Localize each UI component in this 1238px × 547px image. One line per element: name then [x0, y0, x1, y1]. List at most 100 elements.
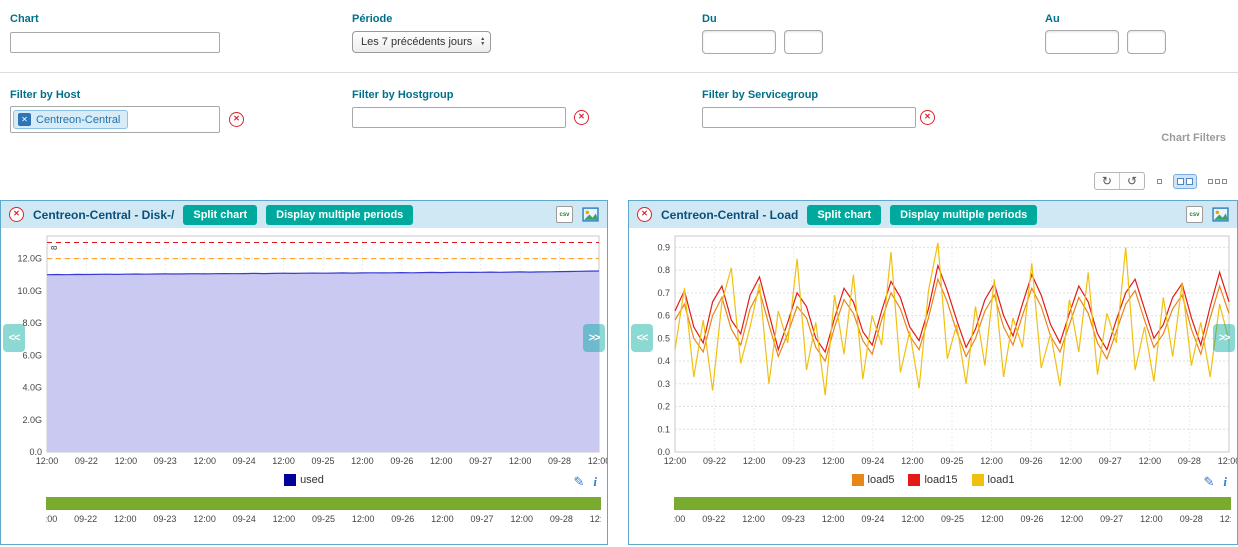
svg-text:0.3: 0.3 — [657, 379, 670, 389]
export-csv-button[interactable]: csv — [1186, 206, 1203, 223]
legend-label: load5 — [867, 474, 895, 486]
host-filter-input[interactable]: ✕ Centreon-Central — [10, 106, 220, 133]
export-image-button[interactable] — [582, 206, 599, 223]
layout-one-column-button[interactable] — [1154, 176, 1165, 187]
svg-text:09-23: 09-23 — [154, 456, 177, 466]
host-tag: ✕ Centreon-Central — [13, 110, 129, 129]
timeline-tick: 09-22 — [74, 514, 98, 524]
legend-swatch — [908, 474, 921, 486]
hostgroup-filter-input[interactable] — [352, 107, 566, 128]
clear-hostgroup-filter-button[interactable]: ✕ — [574, 110, 589, 125]
export-image-button[interactable] — [1212, 206, 1229, 223]
legend-item[interactable]: used — [284, 474, 324, 486]
timeline-tick: 09-28 — [1179, 514, 1203, 524]
remove-host-tag-icon[interactable]: ✕ — [18, 113, 31, 126]
chart-next-period-button[interactable]: >> — [583, 324, 605, 352]
svg-text:8: 8 — [50, 245, 59, 250]
svg-text:0.7: 0.7 — [657, 288, 670, 298]
chart-info-icon[interactable]: i — [593, 474, 597, 489]
timeline-tick: 12:00 — [901, 514, 924, 524]
disk-chart-panel: ✕ Centreon-Central - Disk-/ Split chart … — [0, 200, 610, 545]
svg-text:09-24: 09-24 — [233, 456, 256, 466]
servicegroup-filter-input[interactable] — [702, 107, 916, 128]
svg-text:12.0G: 12.0G — [17, 254, 42, 264]
svg-text:0.1: 0.1 — [657, 424, 670, 434]
edit-chart-icon[interactable]: ✎ — [1203, 474, 1215, 489]
chart-action-icons: ✎ i — [573, 474, 597, 490]
time-range-selector-bar[interactable] — [46, 497, 601, 510]
svg-text:12:00: 12:00 — [1059, 456, 1082, 466]
svg-text:09-28: 09-28 — [548, 456, 571, 466]
display-multiple-periods-button[interactable]: Display multiple periods — [890, 204, 1038, 225]
timeline-tick: 12:00 — [1219, 514, 1231, 524]
timeline-tick: 09-23 — [153, 514, 177, 524]
svg-text:12:00: 12:00 — [272, 456, 295, 466]
timeline-tick: 12:00 — [1140, 514, 1163, 524]
svg-text:0.0: 0.0 — [29, 447, 42, 457]
timeline-tick: 12:00 — [272, 514, 296, 524]
clear-servicegroup-filter-button[interactable]: ✕ — [920, 110, 935, 125]
timeline-tick: 09-23 — [781, 514, 805, 524]
timeline-tick: 12:00 — [510, 514, 533, 524]
chart-prev-period-button[interactable]: << — [3, 324, 25, 352]
close-chart-button[interactable]: ✕ — [9, 207, 24, 222]
disk-usage-chart[interactable]: << >> 0.0 2.0G 4.0G 6.0G 8.0G 10.0G 12.0G 12:00… — [1, 228, 610, 468]
time-range-selector-bar[interactable] — [674, 497, 1231, 510]
svg-text:12:00: 12:00 — [664, 456, 687, 466]
legend-item[interactable]: load15 — [908, 474, 958, 486]
export-csv-button[interactable]: csv — [556, 206, 573, 223]
du-time-input[interactable] — [784, 30, 823, 54]
auto-refresh-icon[interactable]: ↺ — [1118, 173, 1144, 189]
au-time-input[interactable] — [1127, 30, 1166, 54]
svg-text:10.0G: 10.0G — [17, 286, 42, 296]
timeline-tick: 09-26 — [1020, 514, 1044, 524]
split-chart-button[interactable]: Split chart — [807, 204, 882, 225]
chart-legend: load5 load15 load1 ✎ i — [629, 468, 1237, 492]
clear-host-filter-button[interactable]: ✕ — [229, 112, 244, 127]
chart-info-icon[interactable]: i — [1223, 474, 1227, 489]
filter-by-host-label: Filter by Host — [10, 89, 81, 101]
layout-two-columns-button[interactable] — [1173, 173, 1197, 189]
svg-text:09-22: 09-22 — [75, 456, 98, 466]
periode-label: Période — [352, 13, 393, 25]
svg-text:6.0G: 6.0G — [22, 350, 42, 360]
timeline-tick: 12:00 — [114, 514, 137, 524]
svg-text:12:00: 12:00 — [980, 456, 1003, 466]
timeline-tick: 12:00 — [1060, 514, 1084, 524]
split-chart-button[interactable]: Split chart — [183, 204, 258, 225]
chart-filter-label: Chart — [10, 13, 39, 25]
svg-text:0.8: 0.8 — [657, 265, 670, 275]
refresh-controls: ↻ ↺ — [1093, 172, 1145, 190]
timeline-tick: 09-24 — [232, 514, 256, 524]
chart-legend: used ✎ i — [1, 468, 607, 492]
legend-item[interactable]: load5 — [851, 474, 895, 486]
chart-filters-caption: Chart Filters — [1161, 132, 1226, 144]
chart-filter-input[interactable] — [10, 32, 220, 53]
panel-title: Centreon-Central - Disk-/ — [33, 207, 175, 222]
close-chart-button[interactable]: ✕ — [637, 207, 652, 222]
periode-select[interactable]: Les 7 précédents jours ▲ ▼ — [352, 31, 492, 53]
refresh-icon[interactable]: ↻ — [1101, 174, 1112, 188]
chart-prev-period-button[interactable]: << — [631, 324, 653, 352]
svg-text:12:00: 12:00 — [115, 456, 138, 466]
load-chart[interactable]: << >> 0.0 0.1 0.2 0.3 0.4 0.5 0.6 0.7 0.8 0.9 12:0… — [629, 228, 1238, 468]
timeline-axis: 12:00 09-22 12:00 09-23 12:00 09-24 12:00 09-25… — [674, 513, 1231, 527]
timeline-tick: 12:00 — [821, 514, 845, 524]
svg-text:4.0G: 4.0G — [22, 383, 42, 393]
layout-three-columns-button[interactable] — [1205, 176, 1230, 187]
legend-item[interactable]: load1 — [971, 474, 1014, 486]
svg-text:0.9: 0.9 — [657, 242, 670, 252]
legend-label: used — [300, 474, 324, 486]
chart-next-period-button[interactable]: >> — [1213, 324, 1235, 352]
edit-chart-icon[interactable]: ✎ — [573, 474, 585, 489]
du-date-input[interactable] — [702, 30, 776, 54]
periode-selected-value: Les 7 précédents jours — [361, 36, 473, 48]
select-arrows-icon: ▲ ▼ — [480, 36, 486, 47]
svg-text:0.5: 0.5 — [657, 333, 670, 343]
au-date-input[interactable] — [1045, 30, 1119, 54]
svg-text:12:00: 12:00 — [193, 456, 216, 466]
timeline-tick: 09-27 — [1100, 514, 1124, 524]
display-multiple-periods-button[interactable]: Display multiple periods — [266, 204, 414, 225]
svg-text:12:00: 12:00 — [430, 456, 453, 466]
svg-text:12:00: 12:00 — [1139, 456, 1162, 466]
